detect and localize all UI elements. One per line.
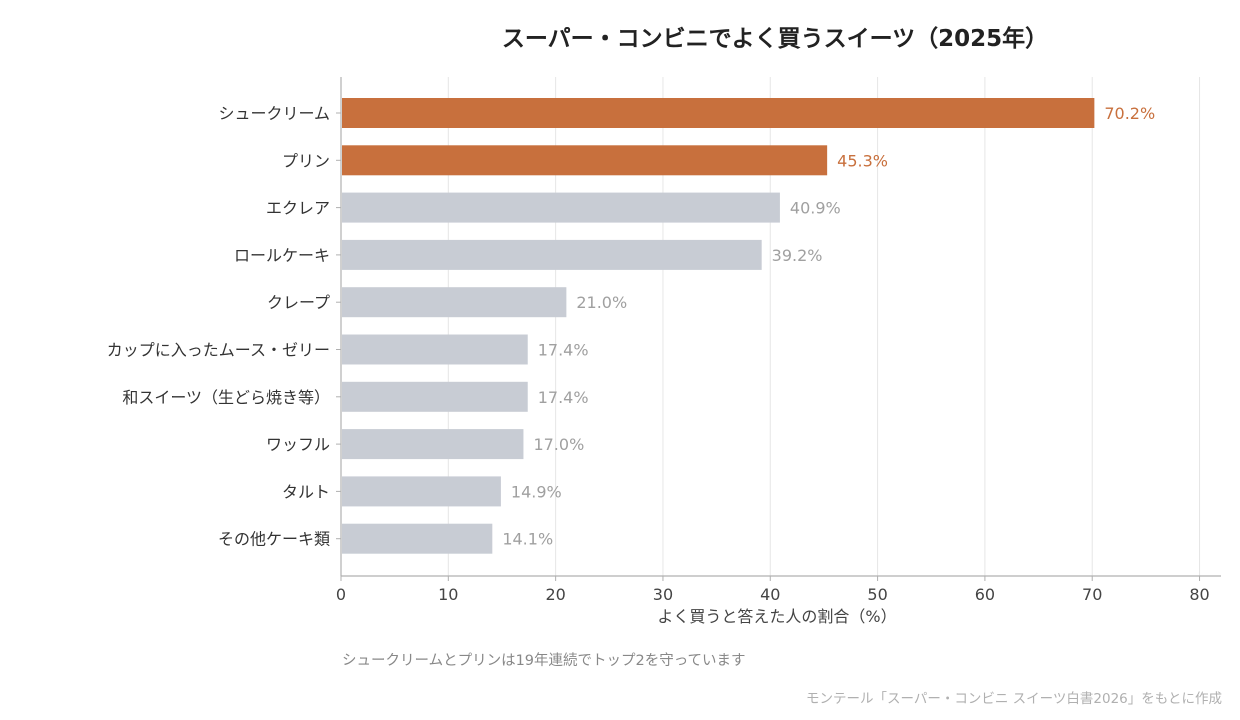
value-label: 70.2% bbox=[1104, 104, 1155, 123]
category-label: エクレア bbox=[266, 199, 330, 218]
x-tick-label: 80 bbox=[1189, 585, 1209, 604]
category-label: プリン bbox=[282, 151, 330, 170]
bar bbox=[342, 476, 501, 507]
bar bbox=[342, 334, 528, 365]
value-label: 45.3% bbox=[837, 151, 888, 170]
x-axis-title: よく買うと答えた人の割合（%） bbox=[657, 607, 896, 626]
value-label: 17.0% bbox=[533, 435, 584, 454]
bar bbox=[342, 287, 567, 318]
x-tick-labels: 0 10 20 30 40 50 60 70 80 bbox=[336, 576, 1210, 604]
x-tick-label: 30 bbox=[653, 585, 673, 604]
category-label: ロールケーキ bbox=[234, 246, 330, 265]
bar bbox=[342, 192, 780, 223]
bar bbox=[342, 523, 493, 554]
value-label: 17.4% bbox=[538, 388, 589, 407]
value-label: 39.2% bbox=[772, 246, 823, 265]
value-label: 14.9% bbox=[511, 482, 562, 501]
bar bbox=[342, 145, 828, 176]
category-label: ワッフル bbox=[266, 435, 330, 454]
x-tick-label: 10 bbox=[438, 585, 458, 604]
value-label: 40.9% bbox=[790, 199, 841, 218]
category-label: その他ケーキ類 bbox=[218, 530, 330, 549]
category-label: タルト bbox=[282, 482, 330, 501]
value-labels: 70.2% 45.3% 40.9% 39.2% 21.0% 17.4% 17.4% 17.0%… bbox=[502, 104, 1155, 549]
category-label: カップに入ったムース・ゼリー bbox=[107, 341, 330, 360]
bar bbox=[342, 429, 524, 460]
x-tick-label: 20 bbox=[545, 585, 565, 604]
x-tick-label: 40 bbox=[760, 585, 780, 604]
value-label: 14.1% bbox=[502, 530, 553, 549]
x-tick-label: 60 bbox=[975, 585, 995, 604]
bar bbox=[342, 381, 528, 412]
bars bbox=[342, 98, 1095, 554]
chart-source: モンテール「スーパー・コンビニ スイーツ白書2026」をもとに作成 bbox=[806, 691, 1222, 707]
bar bbox=[342, 98, 1095, 128]
value-label: 21.0% bbox=[576, 293, 627, 312]
chart-title: スーパー・コンビニでよく買うスイーツ（2025年） bbox=[502, 25, 1048, 52]
x-tick-label: 50 bbox=[867, 585, 887, 604]
category-label: クレープ bbox=[267, 293, 330, 312]
category-labels: シュークリームプリンエクレアロールケーキクレープカップに入ったムース・ゼリー和ス… bbox=[107, 104, 330, 549]
category-label: 和スイーツ（生どら焼き等） bbox=[122, 388, 330, 407]
value-label: 17.4% bbox=[538, 341, 589, 360]
x-tick-label: 70 bbox=[1082, 585, 1102, 604]
axes bbox=[336, 77, 1221, 577]
chart-note: シュークリームとプリンは19年連続でトップ2を守っています bbox=[342, 652, 746, 669]
x-tick-label: 0 bbox=[336, 585, 346, 604]
category-label: シュークリーム bbox=[218, 104, 330, 123]
bar bbox=[342, 239, 762, 270]
